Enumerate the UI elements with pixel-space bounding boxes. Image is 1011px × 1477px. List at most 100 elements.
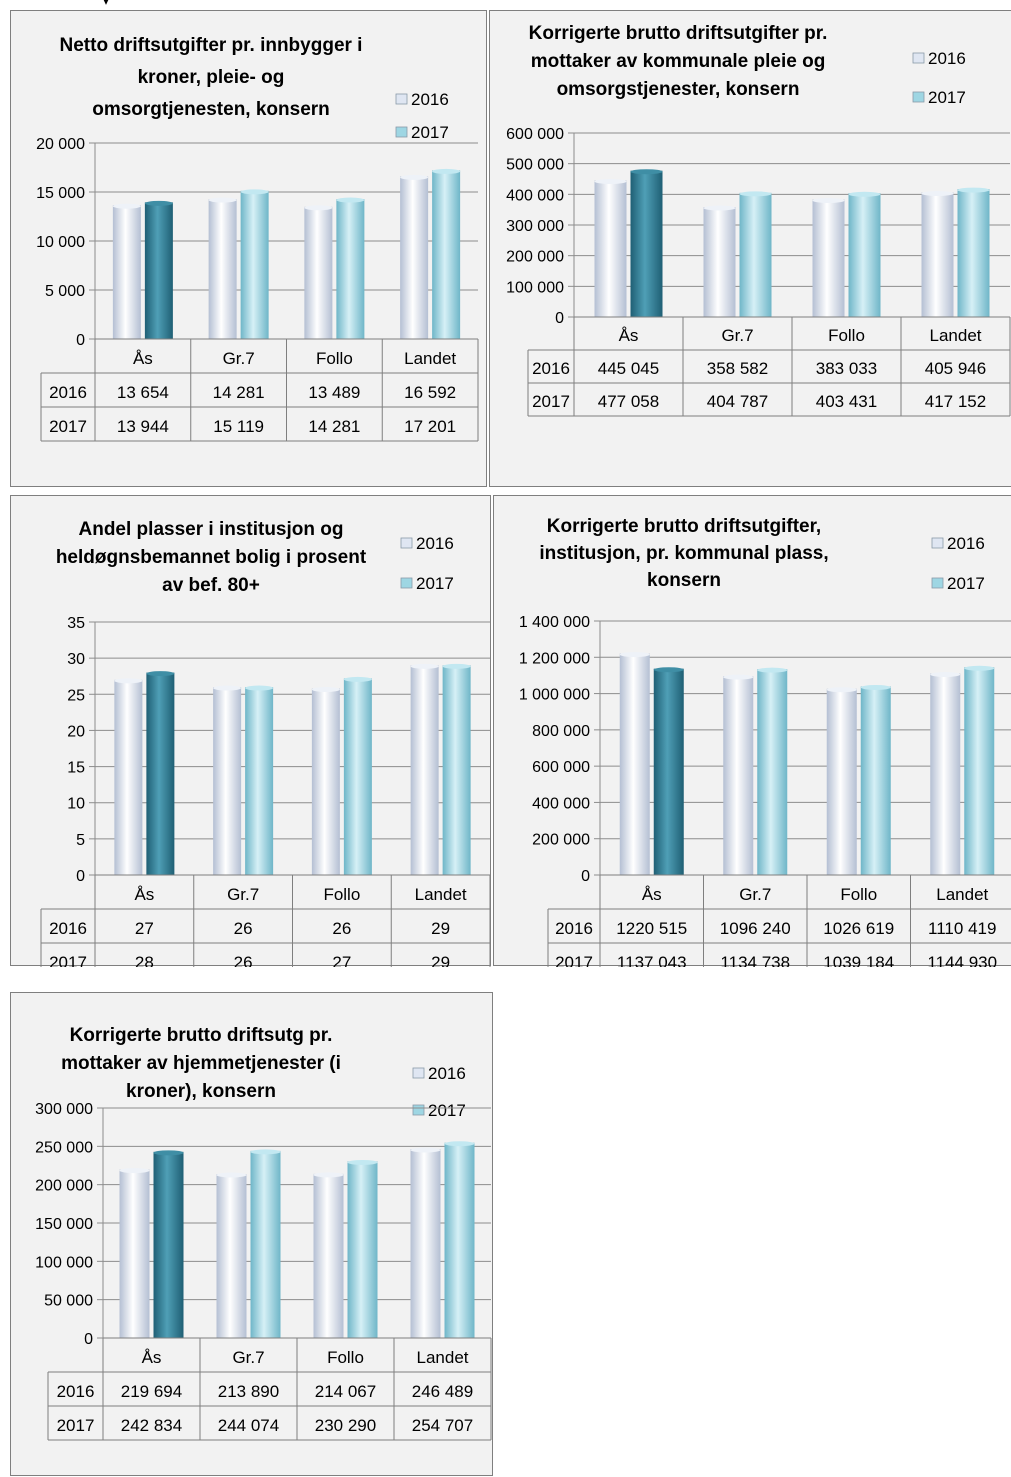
table-row-label: 2017 xyxy=(49,953,87,967)
bar-cap xyxy=(812,198,845,204)
legend-label-2016: 2016 xyxy=(947,534,985,553)
bar-cap xyxy=(957,187,990,193)
table-cell-value: 1026 619 xyxy=(823,919,894,938)
bar-cap xyxy=(144,200,173,206)
bar-2017-Gr.7 xyxy=(245,687,274,875)
table-cell-value: 17 201 xyxy=(404,417,456,436)
bar-cap xyxy=(250,1149,281,1155)
table-cell-value: 403 431 xyxy=(816,392,877,411)
bar-2016-Landet xyxy=(921,192,954,317)
chart-panel-hjemmetjenester: Korrigerte brutto driftsutg pr. mottaker … xyxy=(10,992,493,1476)
table-cell-value: 213 890 xyxy=(218,1382,279,1401)
table-cell-value: 1220 515 xyxy=(616,919,687,938)
chart-panel-andel-plasser: Andel plasser i institusjon og heldøgnsbe… xyxy=(10,495,491,967)
y-tick-label: 100 000 xyxy=(506,279,564,296)
legend-swatch-icon xyxy=(395,126,408,138)
legend-swatch-icon xyxy=(400,537,413,549)
bar-2017-Follo xyxy=(860,686,891,875)
bar-cap xyxy=(739,191,772,197)
bar-cap xyxy=(860,684,891,690)
chart-4: Korrigerte brutto driftsutgifter, institu… xyxy=(519,516,1011,967)
bar-cap xyxy=(245,685,274,691)
y-tick-label: 300 000 xyxy=(506,218,564,235)
y-tick-label: 10 000 xyxy=(36,234,85,251)
y-tick-label: 200 000 xyxy=(35,1178,93,1195)
legend-swatch-icon xyxy=(931,577,944,589)
y-tick-label: 400 000 xyxy=(532,795,590,812)
bar-cap xyxy=(336,197,365,203)
legend-label-2017: 2017 xyxy=(428,1101,466,1120)
bar-2017-Ås xyxy=(653,668,684,875)
bar-cap xyxy=(347,1159,378,1165)
category-label: Follo xyxy=(316,349,353,368)
bar-2016-Landet xyxy=(410,1149,441,1338)
bar-cap xyxy=(594,179,627,185)
category-label: Ås xyxy=(134,885,154,904)
table-cell-value: 13 944 xyxy=(117,417,169,436)
category-label: Gr.7 xyxy=(227,885,259,904)
category-label: Landet xyxy=(415,885,467,904)
y-tick-label: 15 xyxy=(67,760,85,777)
legend-label-2017: 2017 xyxy=(411,123,449,142)
table-cell-value: 1096 240 xyxy=(720,919,791,938)
bar-2017-Ås xyxy=(153,1151,184,1338)
y-tick-label: 0 xyxy=(76,332,85,349)
chart-title-line: heldøgnsbemannet bolig i prosent xyxy=(56,547,367,568)
table-cell-value: 27 xyxy=(332,953,351,967)
chart-panel-brutto-driftsutgifter-pleie: Korrigerte brutto driftsutgifter pr. mott… xyxy=(489,10,1011,487)
table-cell-value: 244 074 xyxy=(218,1416,279,1435)
table-cell-value: 1144 930 xyxy=(927,953,997,967)
bar-2016-Gr.7 xyxy=(216,1174,247,1338)
table-cell-value: 246 489 xyxy=(412,1382,473,1401)
table-row-label: 2016 xyxy=(532,359,570,378)
category-label: Follo xyxy=(323,885,360,904)
chart-title-line: konsern xyxy=(647,570,721,591)
legend-label-2017: 2017 xyxy=(928,88,966,107)
table-cell-value: 1134 738 xyxy=(720,953,790,967)
category-label: Gr.7 xyxy=(232,1348,264,1367)
bar-cap xyxy=(311,687,340,693)
y-tick-label: 35 xyxy=(67,615,85,632)
table-cell-value: 14 281 xyxy=(308,417,360,436)
legend-label-2016: 2016 xyxy=(428,1064,466,1083)
bar-2017-Landet xyxy=(432,170,461,339)
chart-title-line: institusjon, pr. kommunal plass, xyxy=(539,543,828,564)
y-tick-label: 1 200 000 xyxy=(519,650,590,667)
chart-5: Korrigerte brutto driftsutg pr. mottaker … xyxy=(35,1025,492,1441)
bar-cap xyxy=(410,1147,441,1153)
table-cell-value: 1110 419 xyxy=(928,919,996,938)
chart-title-line: mottaker av kommunale pleie og xyxy=(531,51,826,72)
bar-2017-Gr.7 xyxy=(240,190,269,339)
chart-panel-netto-driftsutgifter: Netto driftsutgifter pr. innbygger i kron… xyxy=(10,10,487,487)
bar-2016-Follo xyxy=(812,199,845,317)
bar-2017-Landet xyxy=(964,667,995,875)
table-cell-value: 29 xyxy=(431,953,450,967)
y-tick-label: 50 000 xyxy=(44,1293,93,1310)
chart-3: Andel plasser i institusjon og heldøgnsbe… xyxy=(40,519,491,967)
legend-swatch-icon xyxy=(912,52,925,64)
y-tick-label: 800 000 xyxy=(532,723,590,740)
y-tick-label: 20 xyxy=(67,723,85,740)
table-cell-value: 405 946 xyxy=(925,359,986,378)
table-cell-value: 1137 043 xyxy=(617,953,687,967)
bar-2017-Gr.7 xyxy=(739,192,772,317)
bar-cap xyxy=(112,203,141,209)
bar-2017-Follo xyxy=(347,1161,378,1338)
bar-cap xyxy=(630,169,663,175)
bar-cap xyxy=(343,676,372,682)
chart-panel-brutto-driftsutgifter-institusjon: Korrigerte brutto driftsutgifter, institu… xyxy=(493,495,1011,967)
bar-2016-Gr.7 xyxy=(208,199,237,339)
category-label: Landet xyxy=(930,326,982,345)
y-tick-label: 5 000 xyxy=(45,283,85,300)
bar-cap xyxy=(240,189,269,195)
table-cell-value: 28 xyxy=(135,953,154,967)
table-cell-value: 29 xyxy=(431,919,450,938)
bar-cap xyxy=(619,652,650,658)
bar-2017-Landet xyxy=(444,1142,475,1338)
y-tick-label: 20 000 xyxy=(36,136,85,153)
bar-cap xyxy=(119,1168,150,1174)
chart-title-line: Netto driftsutgifter pr. innbygger i xyxy=(60,35,363,56)
table-cell-value: 230 290 xyxy=(315,1416,376,1435)
bar-cap xyxy=(921,191,954,197)
y-tick-label: 250 000 xyxy=(35,1139,93,1156)
